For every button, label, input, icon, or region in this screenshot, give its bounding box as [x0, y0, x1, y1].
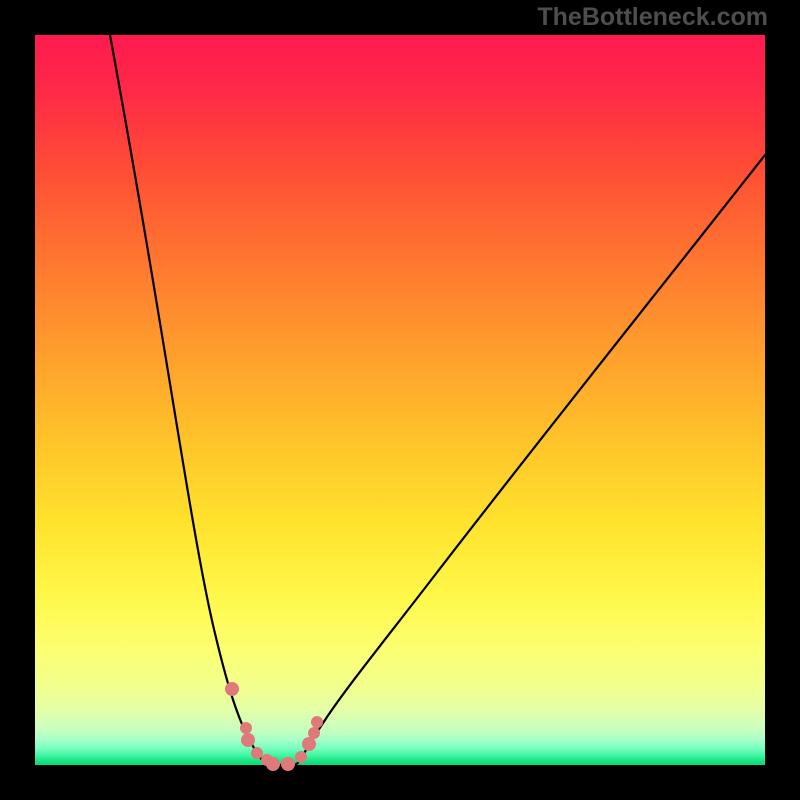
- data-point: [308, 727, 320, 739]
- data-point: [281, 757, 295, 771]
- data-point: [240, 722, 252, 734]
- data-point: [225, 682, 239, 696]
- data-point: [266, 757, 280, 771]
- data-point: [295, 751, 307, 763]
- data-point: [311, 716, 323, 728]
- data-point: [302, 737, 316, 751]
- chart-canvas: [0, 0, 800, 800]
- data-point: [241, 733, 255, 747]
- watermark-text: TheBottleneck.com: [537, 3, 768, 32]
- data-point: [251, 747, 263, 759]
- chart-frame: TheBottleneck.com: [0, 0, 800, 800]
